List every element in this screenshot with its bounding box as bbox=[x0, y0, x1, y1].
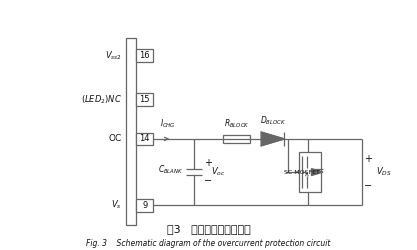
Text: OC: OC bbox=[108, 134, 121, 143]
Text: 14: 14 bbox=[139, 134, 150, 143]
Bar bbox=[299, 152, 322, 192]
Polygon shape bbox=[311, 169, 323, 175]
Text: 9: 9 bbox=[142, 201, 147, 210]
Text: +: + bbox=[204, 158, 212, 168]
Polygon shape bbox=[261, 132, 284, 146]
Text: Fig. 3    Schematic diagram of the overcurrent protection circuit: Fig. 3 Schematic diagram of the overcurr… bbox=[86, 239, 331, 248]
Text: SC MOSFET: SC MOSFET bbox=[284, 170, 320, 174]
Bar bbox=[136, 132, 153, 145]
Text: $V_s$: $V_s$ bbox=[111, 199, 121, 211]
Bar bbox=[126, 38, 136, 225]
Text: +: + bbox=[364, 154, 372, 164]
Bar bbox=[136, 93, 153, 106]
Text: $D_{BLOCK}$: $D_{BLOCK}$ bbox=[259, 114, 286, 127]
Text: −: − bbox=[364, 180, 372, 190]
Text: $V_{oc}$: $V_{oc}$ bbox=[211, 166, 226, 178]
Bar bbox=[136, 49, 153, 62]
Text: 16: 16 bbox=[139, 51, 150, 60]
Text: $(LED_2)NC$: $(LED_2)NC$ bbox=[80, 94, 121, 106]
Text: 图3   过流保护电路原理图: 图3 过流保护电路原理图 bbox=[167, 224, 250, 234]
Text: $I_{CHG}$: $I_{CHG}$ bbox=[160, 118, 176, 130]
Bar bbox=[136, 199, 153, 212]
Bar bbox=[223, 134, 250, 143]
Text: $R_{BLOCK}$: $R_{BLOCK}$ bbox=[224, 117, 249, 130]
Text: $V_{ss2}$: $V_{ss2}$ bbox=[105, 49, 121, 62]
Text: $V_{DS}$: $V_{DS}$ bbox=[376, 166, 392, 178]
Text: $C_{BLANK}$: $C_{BLANK}$ bbox=[158, 164, 183, 176]
Text: −: − bbox=[204, 176, 213, 186]
Text: 15: 15 bbox=[139, 95, 150, 104]
